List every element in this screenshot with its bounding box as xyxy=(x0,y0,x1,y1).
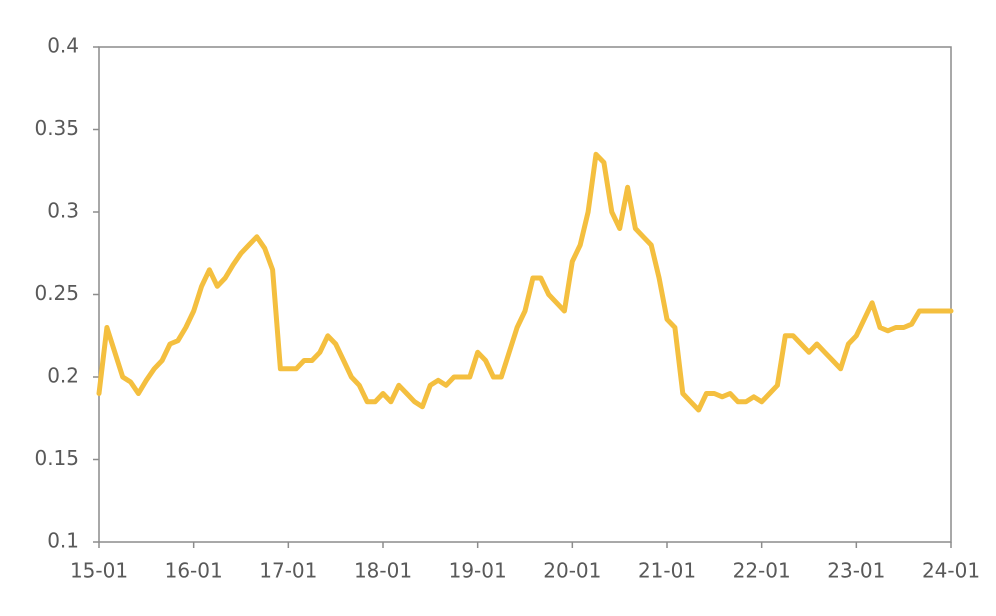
x-tick-label: 18-01 xyxy=(354,559,412,583)
x-tick-label: 24-01 xyxy=(922,559,980,583)
x-tick-label: 20-01 xyxy=(543,559,601,583)
x-tick-label: 23-01 xyxy=(827,559,885,583)
x-tick-label: 17-01 xyxy=(259,559,317,583)
y-tick-label: 0.15 xyxy=(34,446,79,470)
y-tick-label: 0.35 xyxy=(34,116,79,140)
y-tick-label: 0.25 xyxy=(34,281,79,305)
x-tick-label: 22-01 xyxy=(733,559,791,583)
x-tick-label: 16-01 xyxy=(165,559,223,583)
x-tick-label: 21-01 xyxy=(638,559,696,583)
y-tick-label: 0.4 xyxy=(47,34,79,58)
y-tick-label: 0.1 xyxy=(47,529,79,553)
data-line xyxy=(96,151,954,413)
x-tick-label: 15-01 xyxy=(70,559,128,583)
x-tick-label: 19-01 xyxy=(449,559,507,583)
y-tick-label: 0.3 xyxy=(47,199,79,223)
y-tick-label: 0.2 xyxy=(47,364,79,388)
plot-frame xyxy=(98,46,952,543)
